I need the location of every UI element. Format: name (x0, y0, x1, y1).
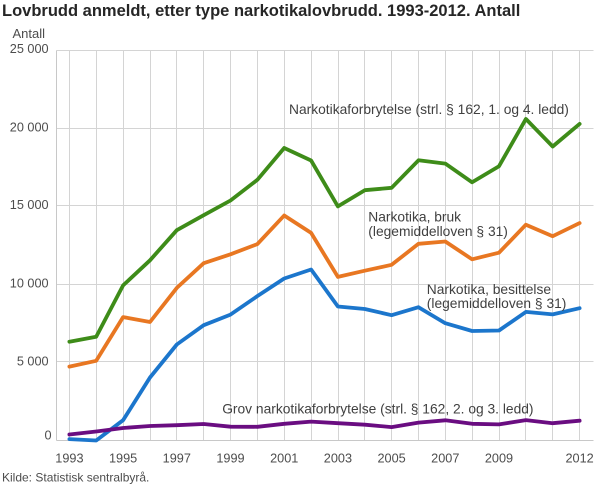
svg-text:2007: 2007 (431, 452, 459, 466)
svg-text:Narkotika, bruk: Narkotika, bruk (368, 209, 461, 224)
svg-text:2001: 2001 (270, 452, 298, 466)
svg-text:20 000: 20 000 (10, 120, 49, 134)
svg-text:1999: 1999 (216, 452, 244, 466)
svg-text:15 000: 15 000 (10, 198, 49, 212)
svg-text:1997: 1997 (163, 452, 191, 466)
svg-text:(legemiddelloven § 31): (legemiddelloven § 31) (427, 296, 567, 311)
svg-text:2009: 2009 (485, 452, 513, 466)
svg-text:Lovbrudd anmeldt, etter type n: Lovbrudd anmeldt, etter type narkotikalo… (2, 2, 520, 20)
svg-text:0: 0 (44, 429, 51, 443)
svg-text:5 000: 5 000 (17, 354, 49, 368)
svg-text:1993: 1993 (55, 452, 83, 466)
svg-text:Narkotika, besittelse: Narkotika, besittelse (427, 282, 552, 297)
svg-text:2003: 2003 (324, 452, 352, 466)
svg-text:10 000: 10 000 (10, 277, 49, 291)
svg-text:Antall: Antall (13, 26, 46, 41)
svg-text:Narkotikaforbrytelse (strl. §: Narkotikaforbrytelse (strl. § 162, 1. og… (289, 102, 569, 117)
svg-text:Grov narkotikaforbrytelse (str: Grov narkotikaforbrytelse (strl. § 162, … (222, 401, 533, 416)
svg-text:Kilde: Statistisk sentralbyrå.: Kilde: Statistisk sentralbyrå. (2, 471, 149, 485)
svg-text:2005: 2005 (377, 452, 405, 466)
svg-text:25 000: 25 000 (10, 42, 49, 56)
svg-text:(legemiddelloven § 31): (legemiddelloven § 31) (368, 224, 508, 239)
svg-text:1995: 1995 (109, 452, 137, 466)
svg-text:2012: 2012 (565, 452, 593, 466)
